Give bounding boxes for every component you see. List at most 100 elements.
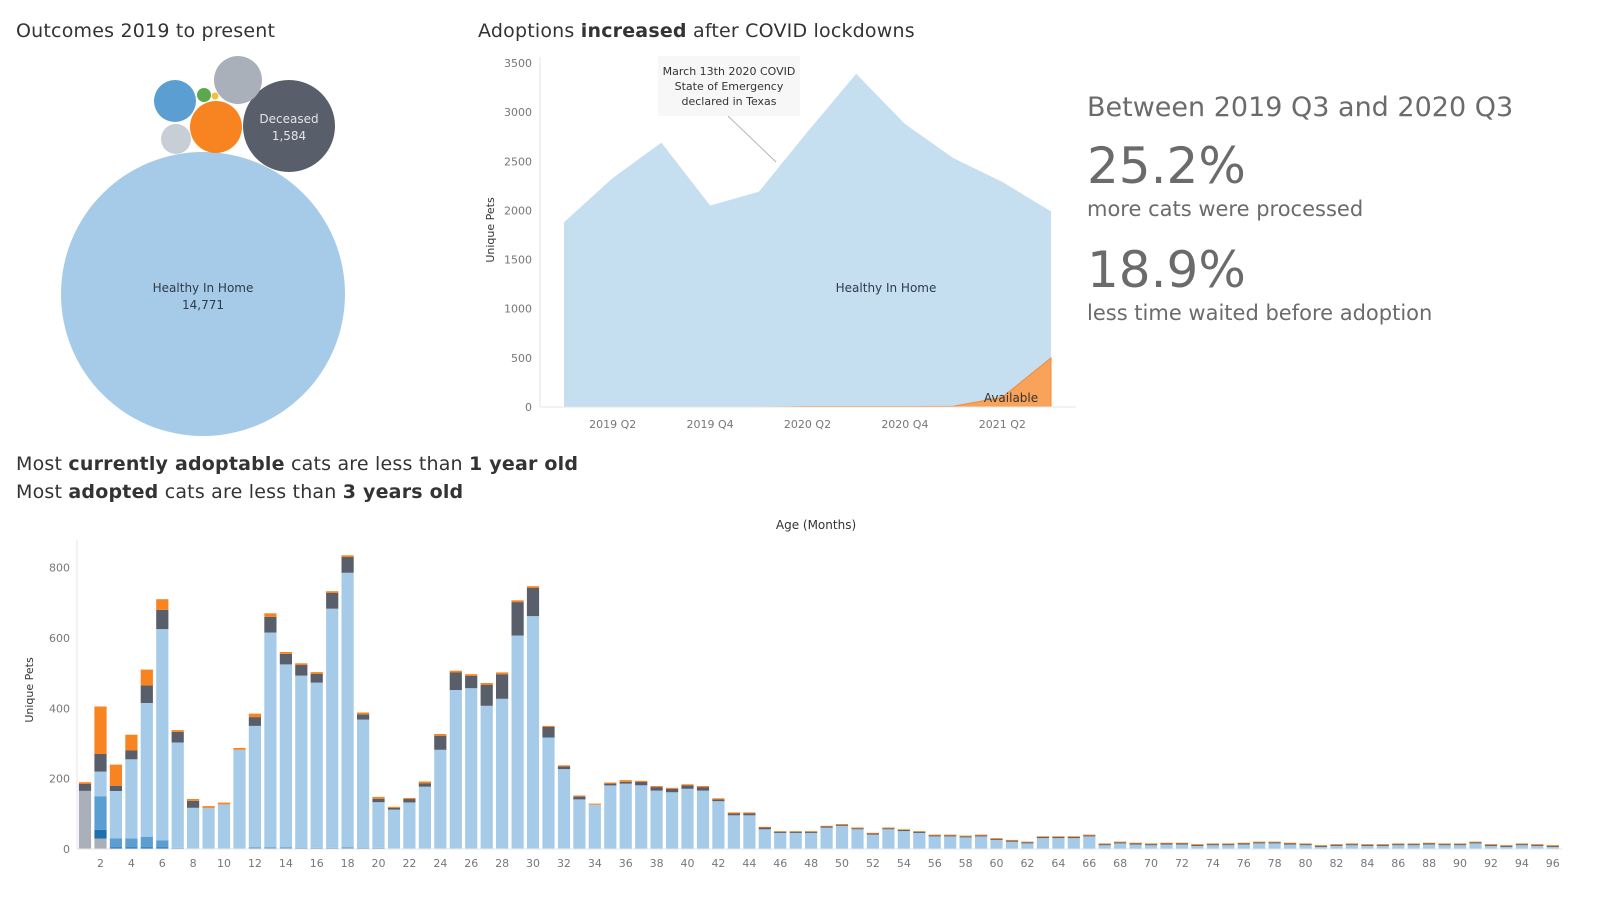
bar-segment-age-66-s5[interactable] (1083, 834, 1096, 836)
bar-segment-age-54-s3[interactable] (897, 831, 910, 849)
bar-segment-age-14-s2[interactable] (279, 847, 292, 849)
bar-segment-age-71-s3[interactable] (1160, 844, 1173, 849)
bar-segment-age-78-s5[interactable] (1268, 841, 1281, 843)
bar-segment-age-28-s4[interactable] (496, 674, 509, 699)
bar-segment-age-46-s3[interactable] (774, 832, 787, 849)
bar-segment-age-19-s4[interactable] (357, 714, 370, 720)
bar-segment-age-92-s4[interactable] (1484, 844, 1498, 846)
bar-segment-age-42-s5[interactable] (712, 798, 725, 800)
bar-segment-age-12-s5[interactable] (248, 713, 261, 718)
bar-segment-age-12-s2[interactable] (248, 847, 261, 849)
bar-segment-age-17-s3[interactable] (326, 608, 339, 848)
bar-segment-age-42-s4[interactable] (712, 799, 725, 802)
bar-segment-age-27-s4[interactable] (480, 684, 493, 706)
bar-segment-age-28-s3[interactable] (496, 698, 509, 849)
bar-segment-age-13-s3[interactable] (264, 632, 277, 848)
bar-segment-age-61-s5[interactable] (1005, 839, 1019, 841)
bar-segment-age-64-s4[interactable] (1052, 837, 1065, 839)
bar-segment-age-81-s5[interactable] (1314, 845, 1328, 846)
bar-segment-age-44-s5[interactable] (743, 812, 756, 814)
bar-segment-age-26-s4[interactable] (465, 675, 478, 689)
bubble-grey[interactable] (214, 56, 262, 104)
bar-segment-age-36-s4[interactable] (619, 781, 632, 784)
bar-segment-age-83-s3[interactable] (1345, 845, 1358, 849)
bar-segment-age-52-s4[interactable] (866, 833, 879, 835)
bar-segment-age-30-s4[interactable] (526, 588, 540, 617)
bar-segment-age-58-s3[interactable] (959, 837, 972, 849)
bar-segment-age-96-s4[interactable] (1546, 845, 1559, 847)
bar-segment-age-41-s5[interactable] (696, 786, 710, 788)
bar-segment-age-75-s3[interactable] (1222, 845, 1235, 849)
bar-segment-age-3-s5[interactable] (109, 764, 122, 786)
bar-segment-age-15-s2[interactable] (295, 847, 308, 849)
bar-segment-age-38-s4[interactable] (650, 787, 663, 791)
bar-segment-age-52-s3[interactable] (866, 834, 879, 849)
bar-segment-age-1-s5[interactable] (78, 782, 92, 784)
bar-segment-age-63-s4[interactable] (1036, 837, 1049, 839)
bubble-healthy-in-home[interactable] (61, 152, 345, 436)
bar-segment-age-70-s5[interactable] (1145, 843, 1158, 845)
bar-segment-age-30-s3[interactable] (526, 616, 540, 849)
bar-segment-age-35-s3[interactable] (604, 785, 617, 849)
bar-segment-age-12-s4[interactable] (248, 717, 261, 726)
bar-segment-age-59-s3[interactable] (975, 836, 988, 849)
bar-segment-age-92-s5[interactable] (1484, 844, 1498, 845)
bar-segment-age-71-s5[interactable] (1160, 842, 1173, 844)
bar-segment-age-95-s3[interactable] (1531, 845, 1544, 849)
bar-segment-age-83-s4[interactable] (1345, 844, 1358, 846)
bar-segment-age-91-s3[interactable] (1469, 843, 1482, 849)
bar-segment-age-52-s5[interactable] (866, 832, 879, 834)
bar-segment-age-72-s3[interactable] (1175, 844, 1189, 849)
bar-segment-age-2-s0[interactable] (94, 838, 107, 849)
bar-segment-age-88-s3[interactable] (1423, 844, 1436, 849)
bar-segment-age-6-s2[interactable] (156, 840, 169, 848)
bar-segment-age-45-s5[interactable] (758, 826, 771, 828)
bar-segment-age-7-s4[interactable] (171, 731, 184, 743)
bar-segment-age-21-s3[interactable] (387, 809, 401, 849)
bar-segment-age-48-s4[interactable] (805, 831, 818, 833)
bar-segment-age-2-s5[interactable] (94, 706, 107, 755)
bar-segment-age-23-s3[interactable] (418, 786, 431, 849)
bar-segment-age-6-s3[interactable] (156, 629, 169, 841)
bar-segment-age-5-s2[interactable] (140, 836, 153, 848)
bar-segment-age-84-s3[interactable] (1361, 845, 1374, 849)
bar-segment-age-6-s4[interactable] (156, 609, 169, 630)
bar-segment-age-16-s4[interactable] (310, 673, 323, 683)
bar-segment-age-19-s5[interactable] (357, 712, 370, 715)
bar-segment-age-4-s2[interactable] (125, 838, 138, 848)
bar-segment-age-96-s5[interactable] (1546, 845, 1559, 846)
bar-segment-age-9-s5[interactable] (202, 806, 215, 808)
bar-segment-age-45-s3[interactable] (758, 829, 771, 849)
bar-segment-age-91-s4[interactable] (1469, 842, 1482, 844)
bar-segment-age-11-s3[interactable] (233, 749, 246, 849)
bar-segment-age-72-s4[interactable] (1175, 843, 1189, 845)
bar-segment-age-34-s3[interactable] (588, 804, 601, 849)
bar-segment-age-31-s5[interactable] (542, 725, 555, 727)
bar-segment-age-56-s3[interactable] (928, 836, 941, 849)
bar-segment-age-26-s5[interactable] (465, 674, 478, 676)
bar-segment-age-43-s3[interactable] (727, 815, 740, 849)
bar-segment-age-17-s2[interactable] (326, 847, 339, 849)
bar-segment-age-14-s4[interactable] (279, 653, 292, 665)
bar-segment-age-10-s3[interactable] (217, 804, 231, 849)
bar-segment-age-34-s5[interactable] (588, 803, 601, 805)
bar-segment-age-47-s5[interactable] (789, 831, 802, 832)
bar-segment-age-57-s5[interactable] (944, 834, 957, 836)
bar-segment-age-41-s3[interactable] (696, 790, 710, 849)
bar-segment-age-93-s4[interactable] (1500, 845, 1513, 847)
bar-segment-age-69-s3[interactable] (1129, 844, 1142, 849)
bar-segment-age-82-s4[interactable] (1330, 844, 1343, 846)
bar-segment-age-53-s4[interactable] (882, 828, 895, 830)
bar-segment-age-13-s5[interactable] (264, 613, 277, 617)
bar-segment-age-94-s4[interactable] (1515, 844, 1528, 846)
bar-segment-age-46-s4[interactable] (774, 831, 787, 833)
bar-segment-age-2-s4[interactable] (94, 754, 107, 772)
bar-segment-age-4-s3[interactable] (125, 759, 138, 839)
bar-segment-age-85-s4[interactable] (1376, 844, 1389, 846)
bar-segment-age-77-s5[interactable] (1253, 841, 1266, 843)
bar-segment-age-40-s5[interactable] (681, 784, 694, 786)
bar-segment-age-49-s3[interactable] (820, 827, 833, 849)
bar-segment-age-73-s5[interactable] (1191, 844, 1204, 845)
bar-segment-age-60-s3[interactable] (990, 839, 1003, 849)
bubble-orange[interactable] (190, 101, 242, 153)
